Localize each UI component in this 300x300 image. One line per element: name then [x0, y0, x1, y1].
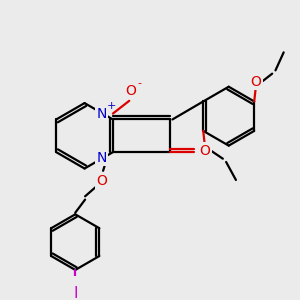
- Text: O: O: [96, 174, 107, 188]
- Text: I: I: [73, 286, 77, 300]
- Text: -: -: [138, 79, 142, 88]
- Text: O: O: [250, 75, 261, 89]
- Text: +: +: [106, 101, 116, 111]
- Text: N: N: [96, 106, 106, 121]
- Text: N: N: [96, 151, 106, 165]
- Text: O: O: [125, 84, 136, 98]
- Text: O: O: [200, 143, 210, 158]
- Text: O: O: [197, 145, 208, 159]
